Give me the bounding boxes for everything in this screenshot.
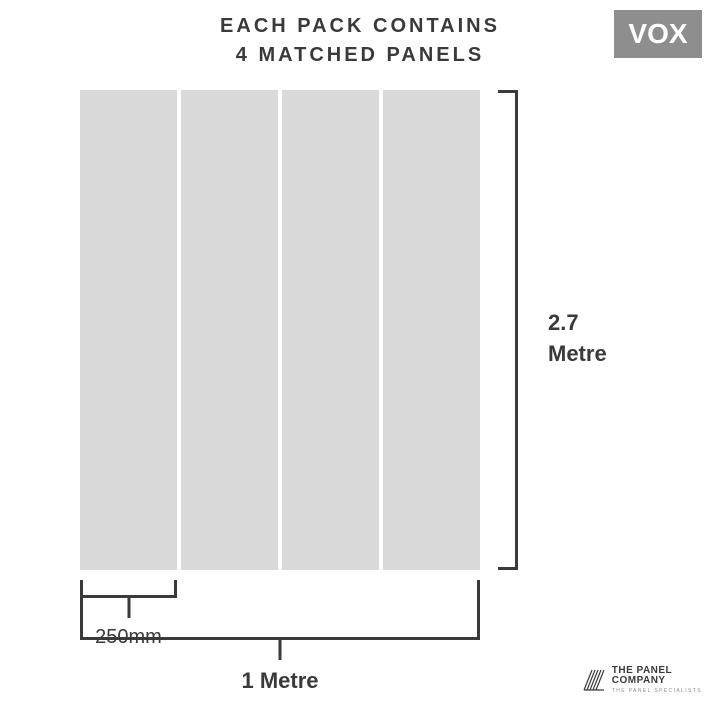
title-block: EACH PACK CONTAINS 4 MATCHED PANELS (0, 12, 720, 70)
company-logo-icon (582, 668, 606, 692)
panel-4 (383, 90, 480, 570)
panel-1 (80, 90, 177, 570)
height-bracket (498, 90, 518, 570)
total-width-bracket (80, 580, 480, 640)
panel-group (80, 90, 480, 570)
height-unit: Metre (548, 339, 607, 370)
company-tagline: THE PANEL SPECIALISTS (612, 689, 702, 694)
panel-2 (181, 90, 278, 570)
height-value: 2.7 (548, 308, 607, 339)
title-line-2: 4 MATCHED PANELS (0, 41, 720, 70)
panel-3 (282, 90, 379, 570)
brand-badge: VOX (614, 10, 702, 58)
title-line-1: EACH PACK CONTAINS (0, 12, 720, 41)
height-label: 2.7 Metre (548, 308, 607, 370)
company-name-line-2: COMPANY (612, 676, 702, 687)
brand-badge-text: VOX (628, 18, 687, 50)
company-logo-text: THE PANEL COMPANY THE PANEL SPECIALISTS (612, 666, 702, 694)
company-logo: THE PANEL COMPANY THE PANEL SPECIALISTS (582, 666, 702, 694)
total-width-label: 1 Metre (80, 668, 480, 694)
